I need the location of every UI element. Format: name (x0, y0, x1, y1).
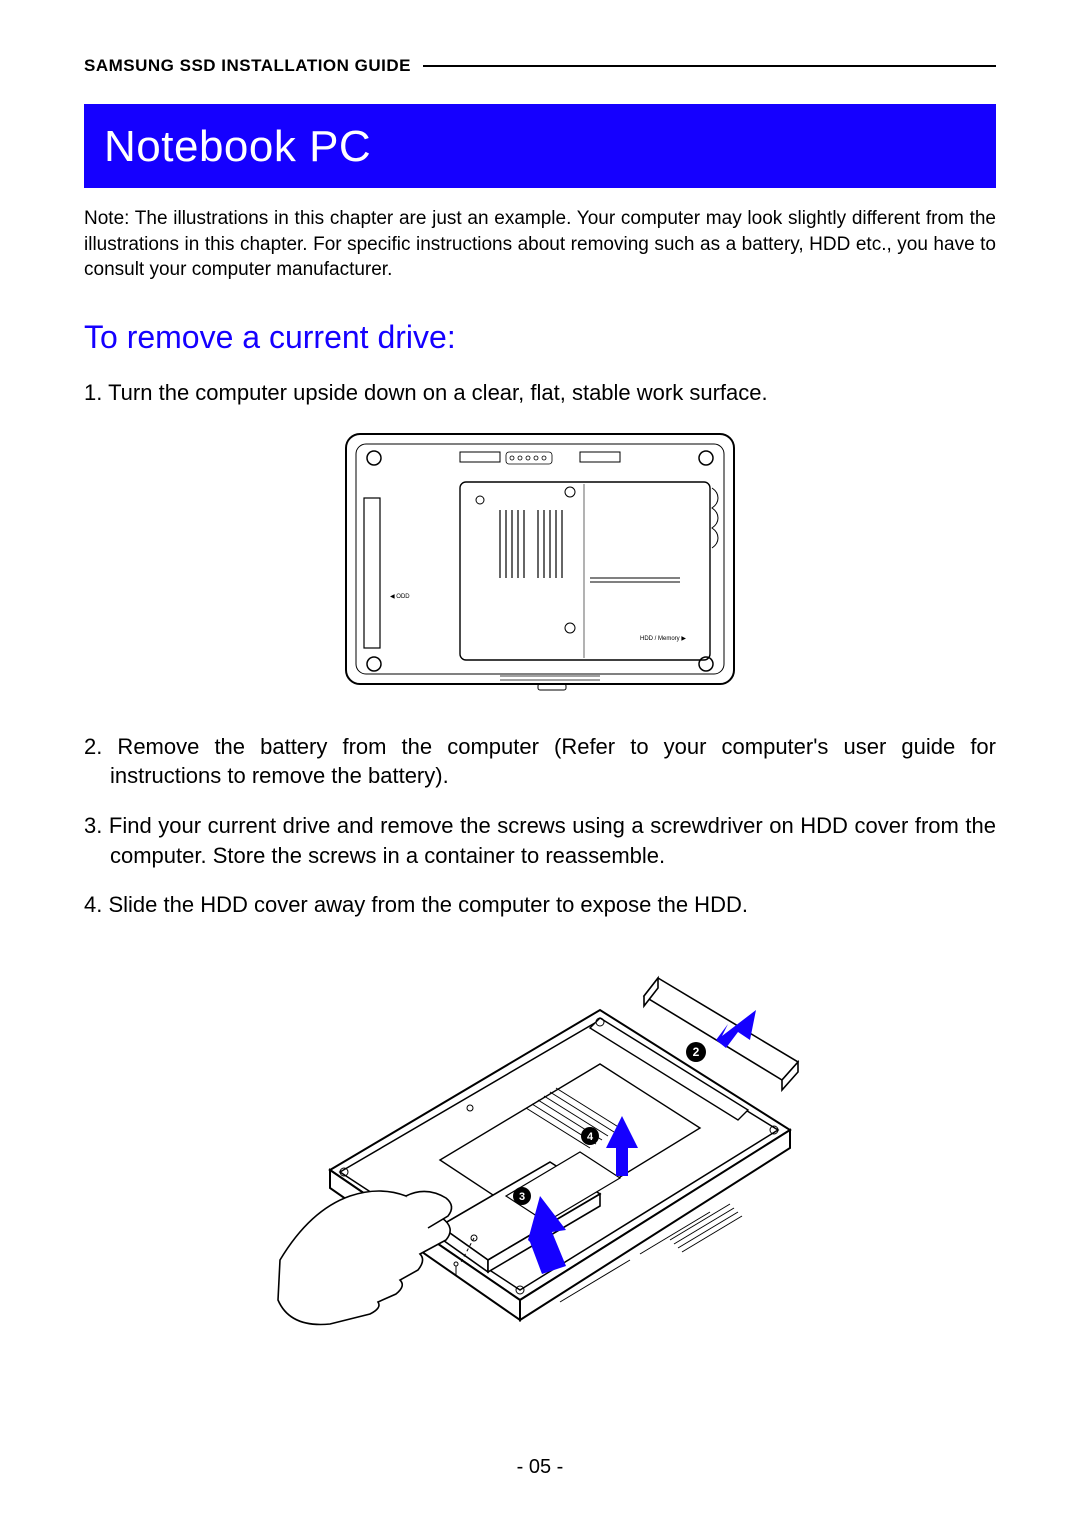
figure-remove-cover: 2 4 3 (84, 940, 996, 1360)
page-container: SAMSUNG SSD INSTALLATION GUIDE Notebook … (0, 0, 1080, 1426)
laptop-underside-svg: ◀ ODD HDD / Memory ▶ (340, 428, 740, 698)
page-number: - 05 - (0, 1456, 1080, 1479)
figure-laptop-underside: ◀ ODD HDD / Memory ▶ (84, 428, 996, 698)
step-3: 3. Find your current drive and remove th… (84, 811, 996, 870)
title-banner: Notebook PC (84, 104, 996, 188)
section-heading: To remove a current drive: (84, 319, 996, 356)
step-4: 4. Slide the HDD cover away from the com… (84, 890, 996, 920)
step-1: 1. Turn the computer upside down on a cl… (84, 378, 996, 408)
callout-3: 3 (519, 1191, 525, 1203)
running-header: SAMSUNG SSD INSTALLATION GUIDE (84, 56, 996, 76)
header-rule-line (423, 65, 996, 67)
running-header-text: SAMSUNG SSD INSTALLATION GUIDE (84, 56, 411, 76)
remove-cover-svg: 2 4 3 (270, 940, 810, 1360)
callout-2: 2 (693, 1045, 700, 1059)
callout-4: 4 (587, 1131, 594, 1143)
note-paragraph: Note: The illustrations in this chapter … (84, 206, 996, 283)
hdd-label: HDD / Memory ▶ (640, 636, 686, 642)
step-2: 2. Remove the battery from the computer … (84, 732, 996, 791)
title-banner-text: Notebook PC (104, 122, 976, 172)
odd-label: ◀ ODD (390, 594, 410, 600)
